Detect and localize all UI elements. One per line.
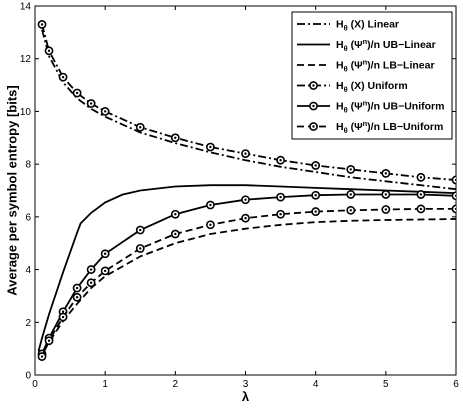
x-tick-label: 1 bbox=[102, 379, 108, 390]
data-point-center bbox=[209, 223, 212, 226]
data-point-center bbox=[47, 339, 51, 342]
data-point-center bbox=[279, 213, 282, 216]
legend-label: Hθ (Ψn)/n LB−Linear bbox=[336, 58, 435, 74]
legend-label: Hθ (Ψn)/n UB−Linear bbox=[336, 37, 436, 53]
data-point-center bbox=[61, 75, 65, 79]
series-2 bbox=[37, 184, 456, 352]
data-point-center bbox=[209, 145, 212, 149]
legend-label: Hθ (X) Linear bbox=[336, 19, 399, 33]
y-tick-label: 4 bbox=[25, 265, 31, 276]
data-point-center bbox=[384, 208, 388, 211]
data-point-center bbox=[174, 213, 177, 216]
data-point-center bbox=[61, 310, 65, 313]
data-point-center bbox=[61, 315, 65, 319]
data-point-center bbox=[75, 296, 79, 299]
x-tick-label: 5 bbox=[383, 379, 389, 390]
x-tick-label: 4 bbox=[313, 379, 319, 390]
y-tick-label: 12 bbox=[20, 54, 32, 65]
y-tick-label: 0 bbox=[25, 371, 31, 382]
series-6 bbox=[37, 204, 456, 361]
data-point-center bbox=[419, 176, 423, 179]
data-point-center bbox=[174, 232, 177, 236]
data-point-center bbox=[103, 252, 107, 255]
data-point-center bbox=[419, 193, 423, 196]
x-axis-title: λ bbox=[242, 389, 250, 404]
series-line bbox=[41, 29, 456, 191]
data-point-center bbox=[244, 198, 247, 201]
data-point-center bbox=[75, 91, 79, 95]
x-tick-label: 6 bbox=[453, 379, 459, 390]
data-point-center bbox=[454, 194, 456, 197]
y-tick-label: 14 bbox=[20, 2, 32, 13]
data-point-center bbox=[384, 172, 388, 175]
series-line bbox=[37, 184, 456, 352]
data-point-center bbox=[419, 207, 423, 211]
data-point-center bbox=[103, 269, 107, 273]
x-tick-label: 0 bbox=[32, 379, 38, 390]
data-point-center bbox=[349, 193, 352, 196]
data-point-center bbox=[209, 203, 212, 207]
data-point-center bbox=[349, 168, 352, 171]
data-point-center bbox=[244, 152, 247, 155]
data-point-center bbox=[384, 193, 388, 196]
legend-marker-center bbox=[312, 104, 315, 108]
series-1 bbox=[41, 29, 456, 191]
data-point bbox=[451, 204, 456, 214]
series-line bbox=[41, 193, 456, 355]
legend-box bbox=[291, 11, 453, 140]
data-point-center bbox=[139, 228, 142, 232]
data-point-center bbox=[174, 136, 177, 139]
y-tick-label: 8 bbox=[25, 160, 31, 171]
series-lines bbox=[37, 20, 456, 361]
data-point-center bbox=[103, 110, 107, 113]
data-point-center bbox=[47, 49, 51, 53]
data-point-center bbox=[244, 216, 247, 220]
data-point bbox=[451, 175, 456, 185]
data-point bbox=[451, 191, 456, 201]
series-line bbox=[37, 218, 456, 360]
data-point-center bbox=[279, 158, 282, 162]
data-point-center bbox=[454, 207, 456, 211]
series-3 bbox=[37, 218, 456, 360]
legend-label: Hθ (X) Uniform bbox=[336, 80, 408, 94]
data-point-center bbox=[89, 268, 93, 271]
data-point-center bbox=[349, 209, 352, 212]
data-point-center bbox=[279, 195, 282, 199]
legend: Hθ (X) Linear Hθ (Ψn)/n UB−Linear Hθ (Ψn)/… bbox=[291, 11, 453, 140]
data-point-center bbox=[40, 355, 44, 358]
data-point-center bbox=[89, 281, 93, 284]
y-tick-label: 6 bbox=[25, 212, 31, 223]
x-tick-label: 2 bbox=[173, 379, 179, 390]
data-point-center bbox=[314, 194, 317, 197]
legend-label: Hθ (Ψn)/n LB−Uniform bbox=[336, 119, 443, 135]
data-point-center bbox=[314, 164, 317, 167]
x-tick-label: 3 bbox=[243, 379, 249, 390]
data-point-center bbox=[75, 286, 79, 290]
series-line bbox=[41, 24, 456, 181]
legend-marker-center bbox=[312, 84, 315, 87]
legend-label: Hθ (Ψn)/n UB−Uniform bbox=[336, 99, 444, 115]
data-point-center bbox=[454, 178, 456, 182]
data-point-center bbox=[40, 23, 44, 26]
y-axis-title: Average per symbol entropy [bits] bbox=[4, 85, 19, 295]
series-4 bbox=[37, 20, 456, 185]
data-point-center bbox=[139, 247, 142, 250]
legend-marker-center bbox=[312, 125, 315, 128]
data-point-center bbox=[139, 126, 142, 129]
data-point-center bbox=[314, 210, 317, 213]
y-tick-label: 10 bbox=[20, 107, 32, 118]
y-tick-label: 2 bbox=[25, 318, 31, 329]
series-line bbox=[41, 207, 456, 357]
data-point-center bbox=[89, 102, 93, 105]
